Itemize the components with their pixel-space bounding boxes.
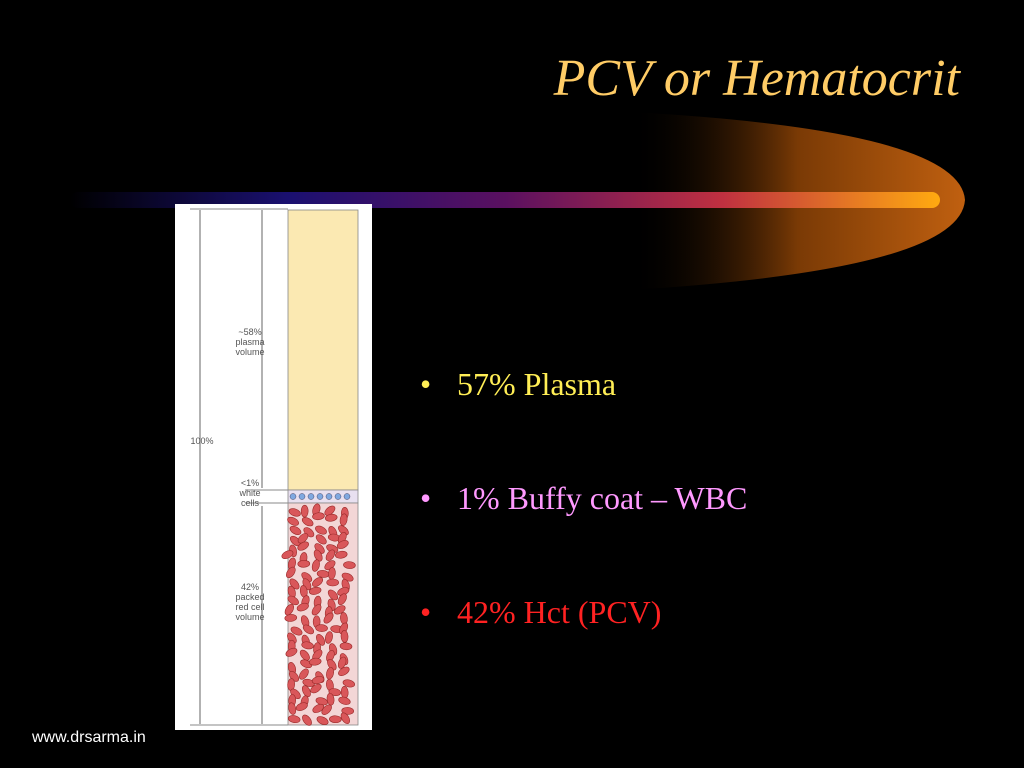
red-cell [341, 707, 354, 715]
white-cell [334, 493, 342, 500]
red-cell [288, 508, 301, 517]
red-cell [321, 704, 332, 715]
white-label: white [238, 488, 260, 498]
red-cell [284, 614, 298, 622]
red-cell [301, 685, 311, 698]
red-cell [337, 656, 347, 669]
red-cell [311, 604, 322, 616]
red-cell [338, 525, 349, 536]
red-cell [343, 561, 356, 569]
white-cell [343, 493, 351, 500]
red-cell [287, 516, 299, 526]
red-cell [340, 712, 350, 724]
total-label: 100% [190, 436, 213, 446]
red-cell [281, 550, 294, 560]
red-cell [302, 624, 315, 635]
red-cell [337, 593, 347, 606]
footer: www.drsarma.in [31, 729, 146, 746]
plasma-label: volume [235, 347, 264, 357]
red-label: packed [235, 592, 264, 602]
bullet-text: 57% Plasma [457, 366, 616, 402]
red-cell [324, 505, 336, 516]
red-cell [308, 657, 322, 666]
white-cell [316, 493, 324, 500]
red-cell [290, 626, 303, 636]
red-cell [315, 534, 327, 545]
red-cell [312, 703, 325, 713]
red-cell [329, 715, 342, 724]
red-cell [297, 533, 309, 544]
white-cell [298, 493, 306, 500]
red-cell [324, 513, 338, 522]
red-label: volume [235, 612, 264, 622]
plasma-label: plasma [235, 337, 264, 347]
red-cell [325, 549, 336, 561]
bullet-dot: • [420, 480, 431, 516]
red-cell [297, 541, 309, 551]
bullet-dot: • [420, 594, 431, 630]
red-cell [311, 559, 320, 572]
red-cell [326, 578, 339, 587]
red-cell [342, 679, 355, 688]
red-cell [340, 630, 349, 643]
red-cell [301, 517, 314, 527]
bullet-dot: • [420, 366, 431, 402]
red-cell [323, 612, 334, 624]
red-label: red cell [235, 602, 264, 612]
red-cell [334, 550, 348, 559]
white-cell [307, 493, 315, 500]
red-cell [288, 702, 297, 715]
red-cell [289, 525, 302, 535]
red-cell [336, 540, 349, 549]
red-cell [299, 649, 310, 661]
bullet-text: 42% Hct (PCV) [457, 594, 661, 630]
white-label: cells [241, 498, 260, 508]
red-cell [339, 642, 353, 651]
red-cell [338, 666, 350, 676]
white-cell [325, 493, 333, 500]
red-cell [308, 586, 322, 595]
red-cell [324, 631, 333, 644]
red-cell [311, 676, 325, 685]
red-cell [297, 560, 311, 568]
red-cell [312, 512, 325, 521]
red-cell [299, 668, 309, 680]
red-cell [338, 696, 351, 705]
bullet-text: 1% Buffy coat – WBC [457, 480, 747, 516]
red-cell [316, 716, 329, 725]
red-cell [302, 678, 315, 687]
red-cell [312, 577, 324, 587]
red-cell [284, 603, 295, 616]
red-cell [295, 702, 308, 711]
red-cell [334, 605, 346, 615]
red-cell [315, 525, 327, 535]
red-label: 42% [241, 582, 259, 592]
red-cell [301, 641, 314, 650]
red-cell [296, 602, 309, 612]
red-cell [285, 647, 298, 657]
red-cell [326, 692, 335, 706]
red-cell [286, 566, 296, 579]
hematocrit-figure: 100% ~58%plasmavolume<1%whitecells42%pac… [175, 204, 372, 730]
red-cell [302, 714, 312, 726]
title: PCV or Hematocrit [553, 50, 962, 107]
plasma-layer [287, 209, 359, 491]
red-cell [327, 589, 339, 601]
plasma-label: ~58% [238, 327, 261, 337]
red-cell [287, 632, 297, 644]
red-cell [287, 595, 299, 606]
white-cell [289, 493, 297, 500]
white-label: <1% [241, 478, 259, 488]
red-cell [310, 683, 322, 694]
red-cell [315, 624, 328, 632]
red-cell [287, 715, 301, 724]
red-cell [300, 504, 309, 518]
red-cell [313, 549, 323, 562]
